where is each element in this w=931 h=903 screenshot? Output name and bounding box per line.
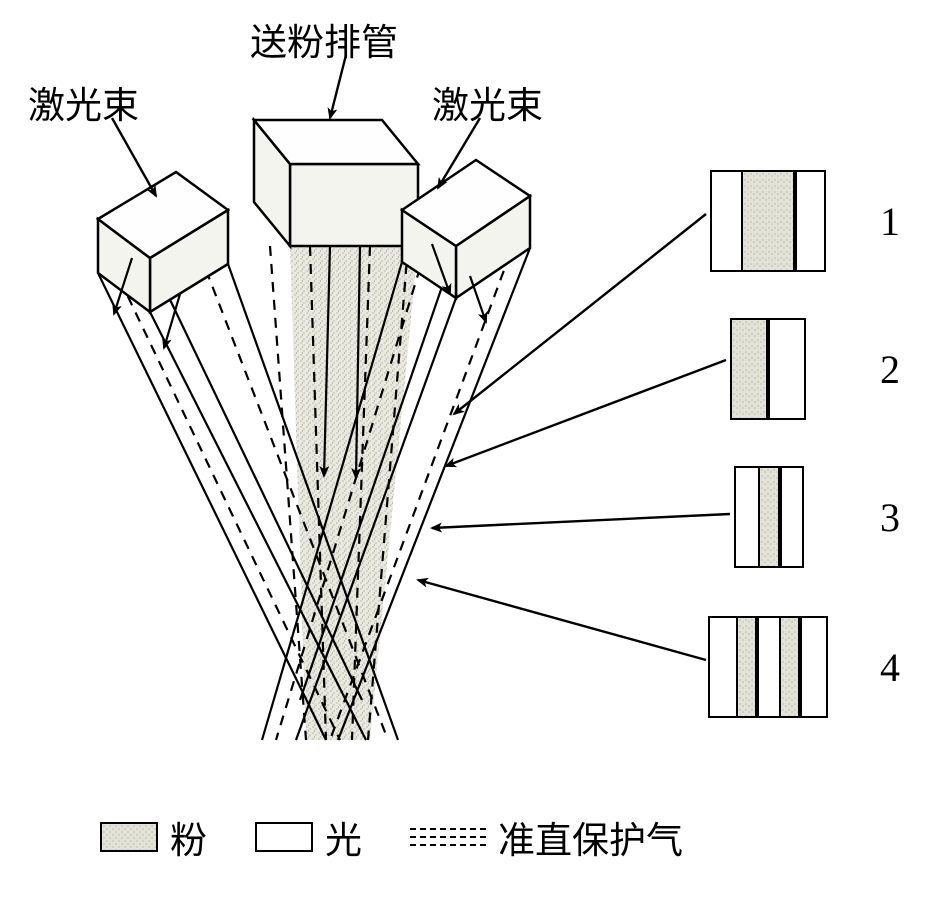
legend-light-label: 光: [325, 810, 362, 864]
label-beam-right: 激光束: [432, 75, 543, 129]
legend-powder: 粉: [100, 810, 207, 864]
legend: 粉 光 准直保护气: [100, 810, 683, 864]
label-powder-pipe: 送粉排管: [250, 12, 398, 66]
number-3: 3: [880, 494, 900, 541]
dash-swatch-icon: [410, 822, 486, 852]
powder-swatch-icon: [100, 822, 158, 852]
number-4: 4: [880, 644, 900, 691]
number-2: 2: [880, 346, 900, 393]
legend-light: 光: [255, 810, 362, 864]
cross-section-3: [734, 466, 804, 568]
number-1: 1: [880, 198, 900, 245]
cross-section-1: [710, 170, 826, 272]
cross-section-2: [730, 318, 806, 420]
legend-powder-label: 粉: [170, 810, 207, 864]
legend-gas-label: 准直保护气: [498, 810, 683, 864]
light-swatch-icon: [255, 822, 313, 852]
legend-gas: 准直保护气: [410, 810, 683, 864]
cross-section-4: [708, 616, 828, 718]
label-beam-left: 激光束: [28, 75, 139, 129]
